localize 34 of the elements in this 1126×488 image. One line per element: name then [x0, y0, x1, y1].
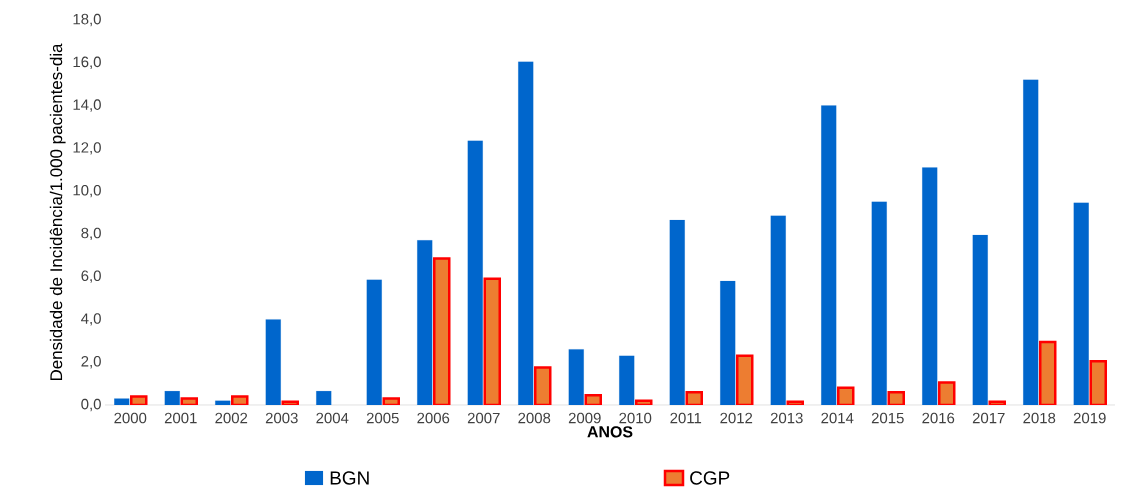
x-tick-label: 2003	[265, 412, 298, 424]
legend-label: BGN	[330, 471, 369, 485]
x-tick-label: 2018	[1023, 412, 1056, 424]
y-tick-label: 18,0	[73, 13, 101, 27]
y-tick-label: 0,0	[81, 398, 101, 412]
y-tick-label: 6,0	[81, 270, 101, 283]
legend-label: CGP	[690, 471, 730, 485]
y-tick-label: 16,0	[73, 56, 101, 69]
x-tick-label: 2007	[467, 412, 500, 424]
y-axis-title: Densidade de Incidência/1.000 pacientes-dia	[49, 43, 66, 381]
x-tick-label: 2009	[568, 412, 601, 424]
x-tick-label: 2019	[1073, 412, 1106, 424]
x-tick-label: 2013	[770, 412, 803, 424]
x-tick-label: 2008	[518, 412, 551, 424]
x-tick-label: 2004	[316, 412, 349, 424]
x-tick-label: 2002	[215, 412, 248, 424]
y-tick-label: 4,0	[81, 313, 101, 326]
x-tick-label: 2011	[670, 412, 702, 424]
x-tick-label: 2017	[972, 412, 1005, 424]
x-tick-label: 2012	[720, 412, 753, 424]
x-tick-label: 2001	[164, 412, 197, 424]
y-tick-label: 14,0	[73, 99, 101, 112]
x-axis-title: ANOS	[587, 426, 633, 438]
x-tick-label: 2000	[114, 412, 147, 424]
y-tick-label: 8,0	[81, 227, 101, 241]
y-tick-label: 12,0	[73, 142, 101, 155]
x-tick-label: 2010	[619, 412, 652, 424]
x-tick-label: 2006	[417, 412, 450, 424]
x-tick-label: 2015	[871, 412, 904, 424]
y-tick-label: 10,0	[73, 184, 101, 198]
x-tick-label: 2005	[366, 412, 399, 424]
x-tick-label: 2016	[922, 412, 955, 424]
y-tick-label: 2,0	[81, 356, 101, 369]
x-tick-label: 2014	[821, 412, 854, 424]
